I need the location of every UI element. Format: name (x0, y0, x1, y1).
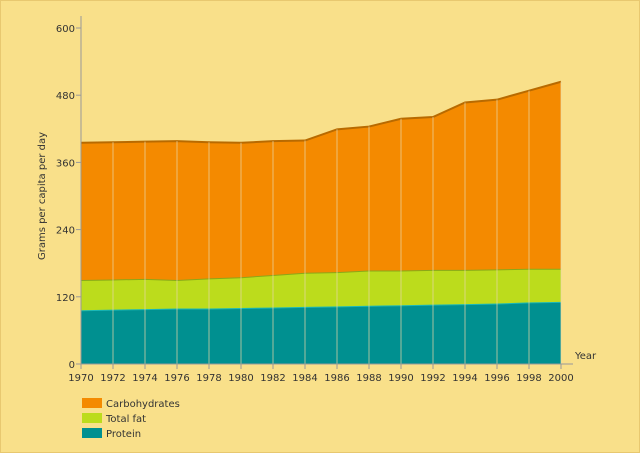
x-tick-label: 1992 (420, 373, 445, 384)
x-tick-label: 1978 (196, 373, 221, 384)
legend-label: Total fat (105, 414, 146, 425)
x-tick-label: 1972 (100, 373, 125, 384)
x-tick-label: 1970 (68, 373, 93, 384)
x-tick-label: 1988 (356, 373, 381, 384)
y-tick-label: 0 (69, 360, 75, 371)
legend-swatch (82, 413, 102, 423)
area-protein (81, 301, 561, 364)
y-tick-label: 240 (56, 226, 75, 237)
legend-swatch (82, 428, 102, 438)
x-tick-label: 1976 (164, 373, 189, 384)
x-tick-label: 1990 (388, 373, 413, 384)
y-tick-label: 600 (56, 24, 75, 35)
x-tick-label: 1986 (324, 373, 349, 384)
y-tick-label: 480 (56, 91, 75, 102)
y-tick-label: 360 (56, 158, 75, 169)
x-tick-label: 1994 (452, 373, 477, 384)
series-line-carbohydrates (80, 80, 562, 144)
x-tick-label: 1996 (484, 373, 509, 384)
x-tick-label: 1984 (292, 373, 317, 384)
x-tick-label: 2000 (548, 373, 573, 384)
x-tick-label: 1982 (260, 373, 285, 384)
area-carbohydrates (81, 81, 561, 280)
y-axis-label: Grams per capita per day (37, 132, 48, 260)
x-axis-label: Year (574, 351, 597, 362)
x-tick-label: 1980 (228, 373, 253, 384)
legend-label: Protein (106, 429, 141, 440)
y-tick-label: 120 (56, 293, 75, 304)
x-tick-label: 1998 (516, 373, 541, 384)
x-tick-label: 1974 (132, 373, 157, 384)
legend-label: Carbohydrates (106, 399, 180, 410)
legend-swatch (82, 398, 102, 408)
